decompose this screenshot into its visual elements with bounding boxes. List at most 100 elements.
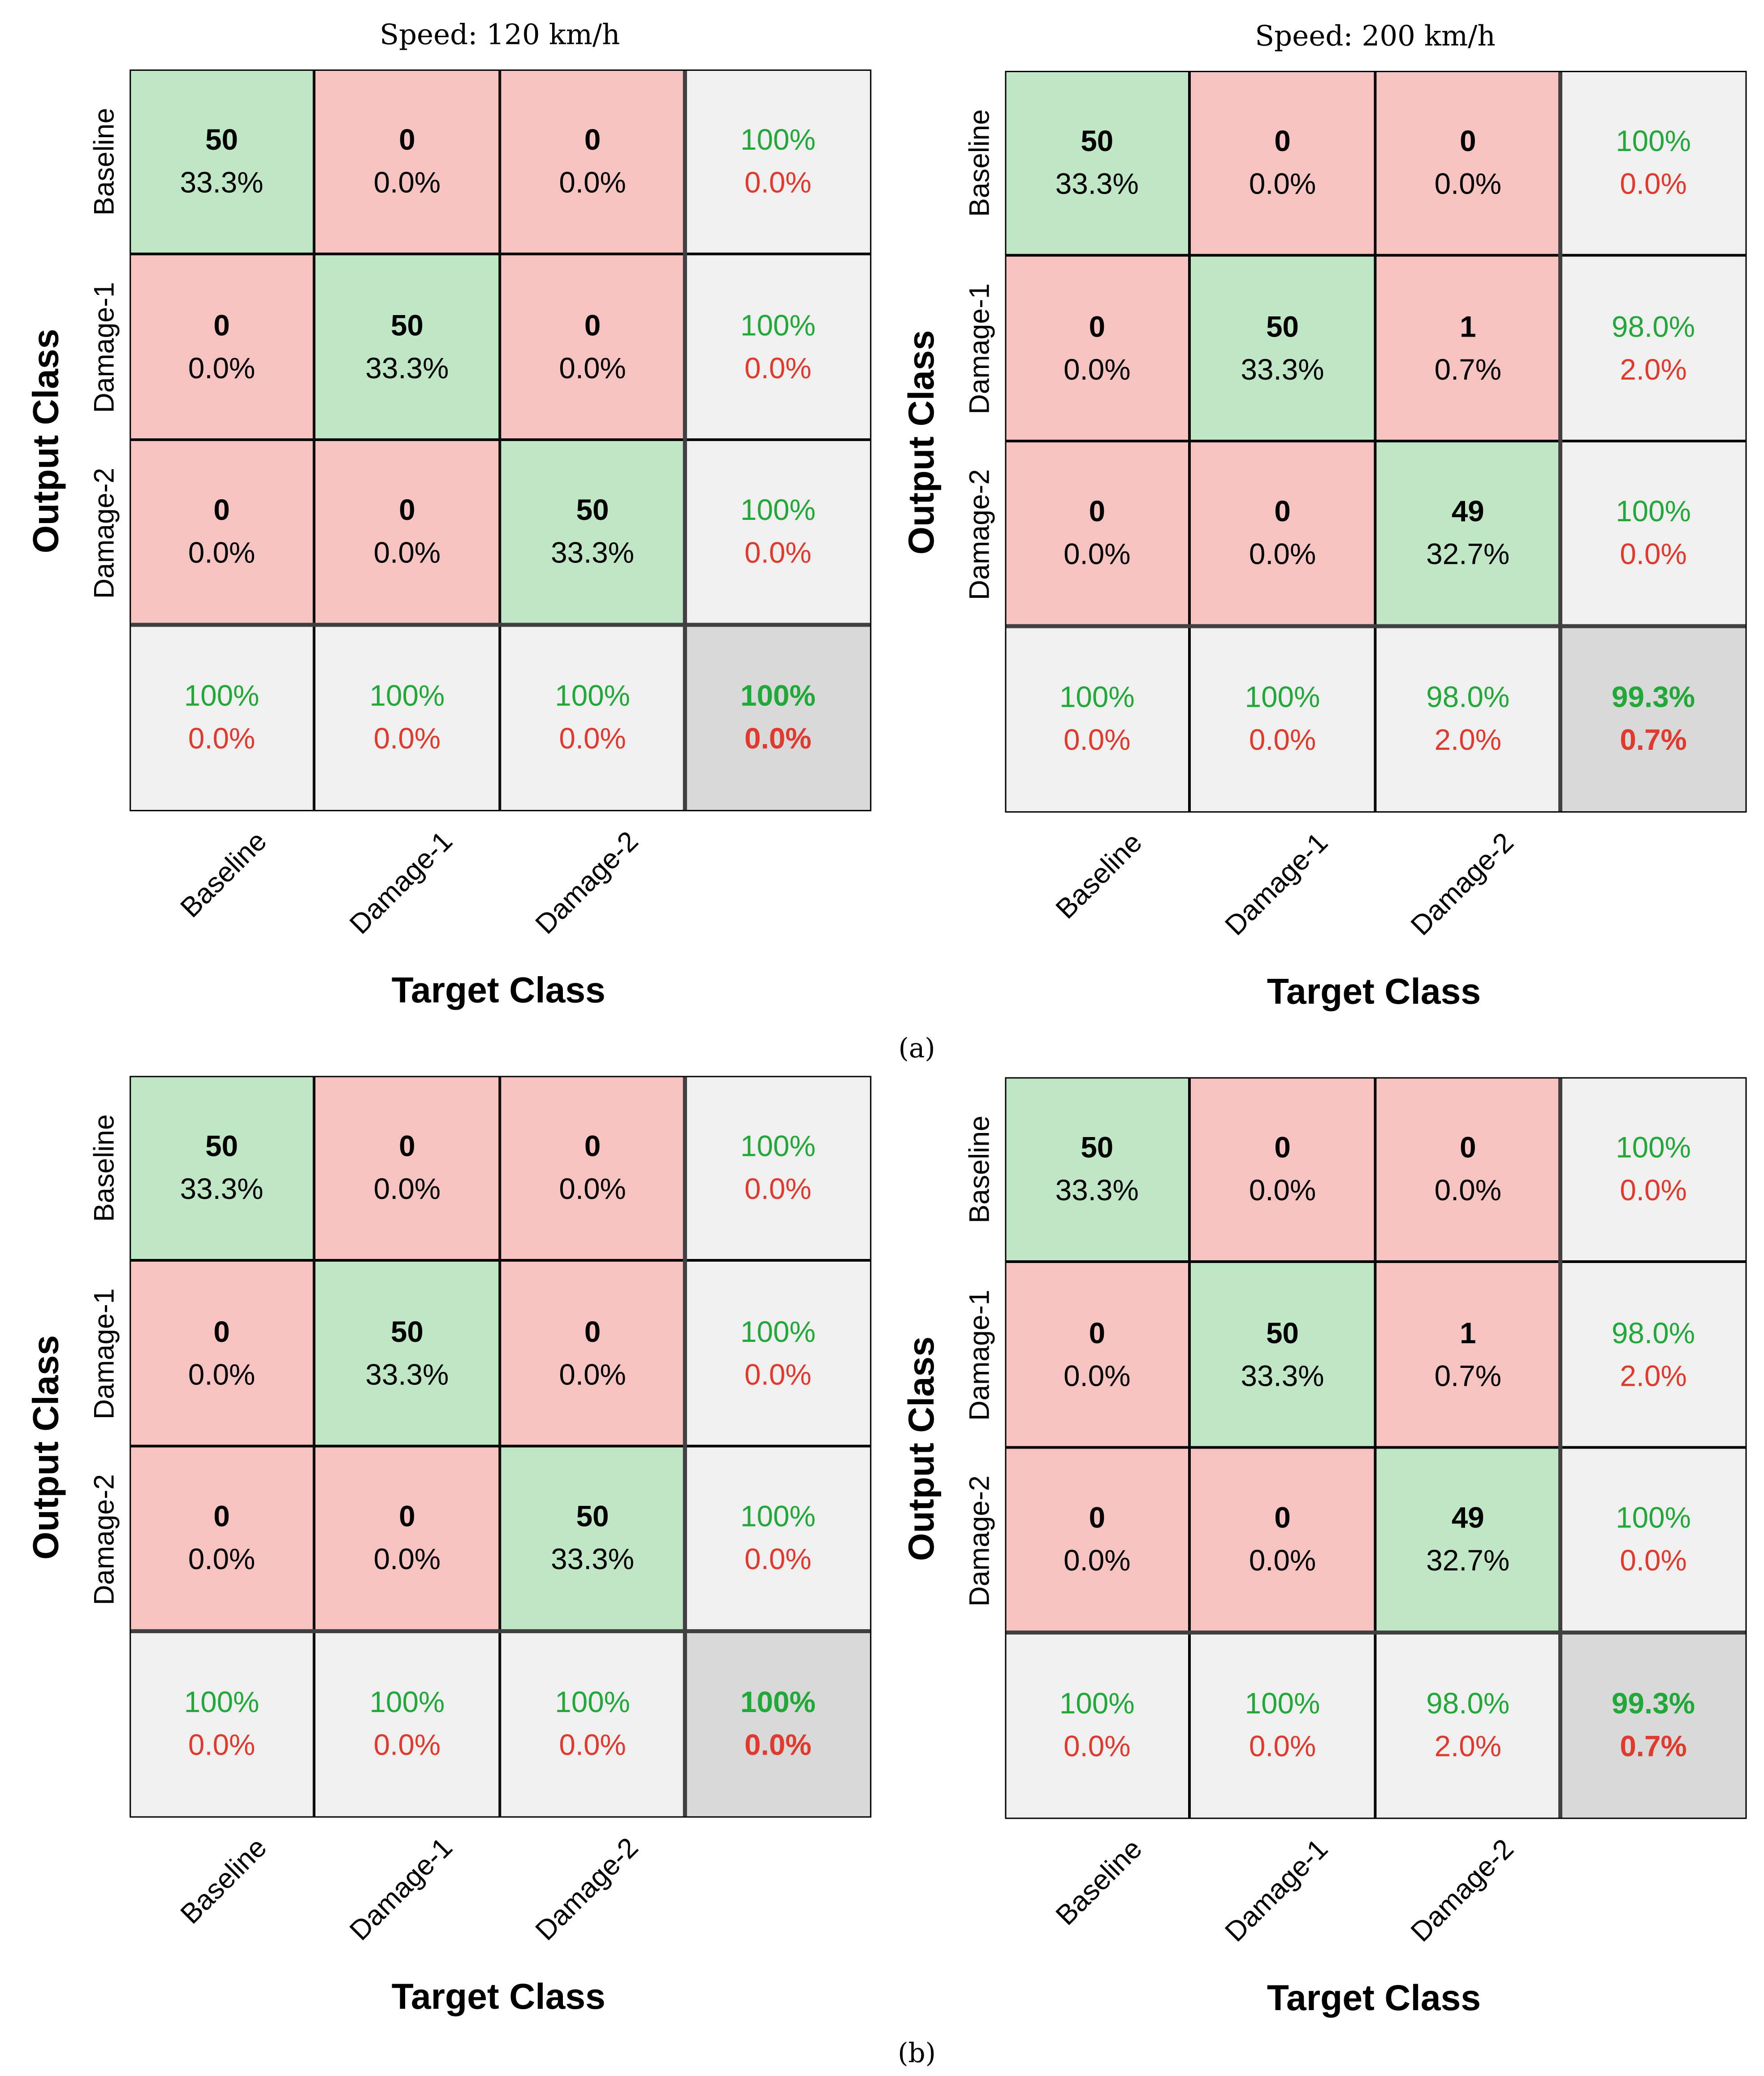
row-label: Damage-2 xyxy=(89,1474,121,1605)
cell-percent: 0.0% xyxy=(559,351,626,385)
column-summary-cell: 100% 0.0% xyxy=(314,1631,500,1817)
cell-value: 99.3% xyxy=(1612,680,1695,714)
cell-value: 100% xyxy=(1616,1501,1691,1535)
cell-value: 100% xyxy=(740,1685,816,1719)
row-label: Baseline xyxy=(965,1116,996,1224)
cell-percent: 0.0% xyxy=(1064,352,1131,386)
x-axis-label: Target Class xyxy=(1267,1978,1481,2018)
cell-value: 0 xyxy=(213,1500,230,1534)
column-label: Baseline xyxy=(175,1832,274,1930)
cell-percent: 0.0% xyxy=(1249,537,1316,571)
cell-percent: 0.0% xyxy=(188,1728,255,1762)
cell-value: 50 xyxy=(390,308,424,342)
error-cell: 0 0.0% xyxy=(1004,255,1190,441)
error-cell: 0 0.0% xyxy=(1004,1447,1190,1633)
cell-percent: 0.0% xyxy=(1620,537,1687,571)
cell-percent: 0.0% xyxy=(1620,1173,1687,1207)
error-cell: 0 0.0% xyxy=(500,254,686,440)
cell-percent: 0.0% xyxy=(1249,167,1316,200)
cell-percent: 0.0% xyxy=(373,1728,441,1762)
cell-value: 50 xyxy=(1266,309,1299,343)
cell-value: 100% xyxy=(740,1315,816,1348)
error-cell: 0 0.0% xyxy=(1189,1447,1375,1633)
cell-percent: 0.0% xyxy=(373,722,441,756)
cell-value: 50 xyxy=(390,1315,424,1348)
cell-value: 98.0% xyxy=(1426,680,1510,714)
row-summary-cell: 100% 0.0% xyxy=(685,440,871,625)
cell-value: 50 xyxy=(1081,1130,1114,1164)
cell-value: 100% xyxy=(1059,680,1135,714)
matrix-separator-horizontal xyxy=(1006,624,1746,629)
matrix-separator-horizontal xyxy=(1006,1631,1746,1635)
cell-percent: 0.0% xyxy=(1064,1730,1131,1763)
column-summary-cell: 100% 0.0% xyxy=(1189,1633,1375,1819)
error-cell: 0 0.0% xyxy=(129,254,315,440)
cell-percent: 33.3% xyxy=(551,1543,635,1576)
cell-percent: 0.0% xyxy=(188,1543,255,1576)
y-axis-label: Output Class xyxy=(26,1335,66,1560)
cell-value: 100% xyxy=(184,1685,259,1719)
column-summary-cell: 98.0% 2.0% xyxy=(1375,1633,1561,1819)
cell-percent: 0.0% xyxy=(1064,723,1131,757)
cell-percent: 0.0% xyxy=(559,1172,626,1206)
cell-value: 100% xyxy=(1616,1130,1691,1164)
confusion-matrix: 50 33.3% 0 0.0% 0 0.0% 100% 0.0% 0 0.0% 50 33.3% 0 0.… xyxy=(129,1075,872,1818)
cell-percent: 0.0% xyxy=(744,1728,812,1762)
cell-percent: 2.0% xyxy=(1620,1358,1687,1393)
cell-value: 0 xyxy=(584,308,601,342)
cell-percent: 0.0% xyxy=(744,722,812,756)
cell-percent: 0.0% xyxy=(559,1728,626,1762)
cell-value: 50 xyxy=(1266,1316,1299,1349)
correct-cell: 50 33.3% xyxy=(314,1260,500,1446)
cell-percent: 0.0% xyxy=(188,536,255,570)
y-axis-label: Output Class xyxy=(901,1336,942,1561)
cell-value: 1 xyxy=(1460,1316,1476,1349)
cell-percent: 0.0% xyxy=(559,1357,626,1391)
cell-percent: 0.0% xyxy=(1064,1358,1131,1393)
column-label: Damage-2 xyxy=(530,826,644,941)
row-summary-cell: 100% 0.0% xyxy=(1561,441,1746,627)
correct-cell: 50 33.3% xyxy=(129,1075,315,1261)
matrix-separator-horizontal xyxy=(131,1629,870,1634)
cell-value: 50 xyxy=(576,493,609,528)
cell-value: 0 xyxy=(584,1129,601,1163)
column-label: Baseline xyxy=(175,826,274,924)
cell-percent: 0.0% xyxy=(373,1172,441,1206)
cell-percent: 0.0% xyxy=(744,165,812,199)
error-cell: 0 0.0% xyxy=(129,440,315,625)
row-summary-cell: 100% 0.0% xyxy=(685,1075,871,1261)
error-cell: 0 0.0% xyxy=(500,1260,686,1446)
y-axis-label: Output Class xyxy=(901,330,942,555)
panel-label-b: (b) xyxy=(898,2037,936,2069)
overall-accuracy-cell: 99.3% 0.7% xyxy=(1561,1633,1746,1819)
cell-value: 100% xyxy=(740,679,816,713)
cell-value: 0 xyxy=(1089,495,1106,529)
cell-percent: 0.0% xyxy=(1434,1173,1502,1207)
y-axis-label: Output Class xyxy=(26,329,66,554)
chart-title: Speed: 200 km/h xyxy=(1255,20,1496,52)
cell-percent: 0.7% xyxy=(1434,352,1502,386)
row-label: Damage-2 xyxy=(965,1475,996,1607)
cell-percent: 0.0% xyxy=(1434,167,1502,200)
row-label: Baseline xyxy=(89,108,121,216)
cell-percent: 0.0% xyxy=(188,1357,255,1391)
matrix-separator-vertical xyxy=(683,71,687,810)
row-label: Baseline xyxy=(965,109,996,218)
cell-percent: 32.7% xyxy=(1426,1544,1510,1578)
column-summary-cell: 100% 0.0% xyxy=(1004,626,1190,812)
column-summary-cell: 100% 0.0% xyxy=(500,625,686,811)
correct-cell: 49 32.7% xyxy=(1375,441,1561,627)
row-label: Baseline xyxy=(89,1115,121,1223)
cell-percent: 0.0% xyxy=(559,165,626,199)
cell-value: 100% xyxy=(369,679,445,713)
cell-value: 0 xyxy=(399,1500,415,1534)
cell-value: 50 xyxy=(205,122,238,156)
correct-cell: 50 33.3% xyxy=(500,440,686,625)
cell-value: 100% xyxy=(740,1129,816,1163)
cell-value: 100% xyxy=(740,122,816,156)
cell-percent: 0.0% xyxy=(1249,1544,1316,1578)
row-label: Damage-1 xyxy=(965,1289,996,1421)
cell-value: 100% xyxy=(740,308,816,342)
x-axis-label: Target Class xyxy=(391,1977,605,2017)
cell-value: 100% xyxy=(555,679,631,713)
